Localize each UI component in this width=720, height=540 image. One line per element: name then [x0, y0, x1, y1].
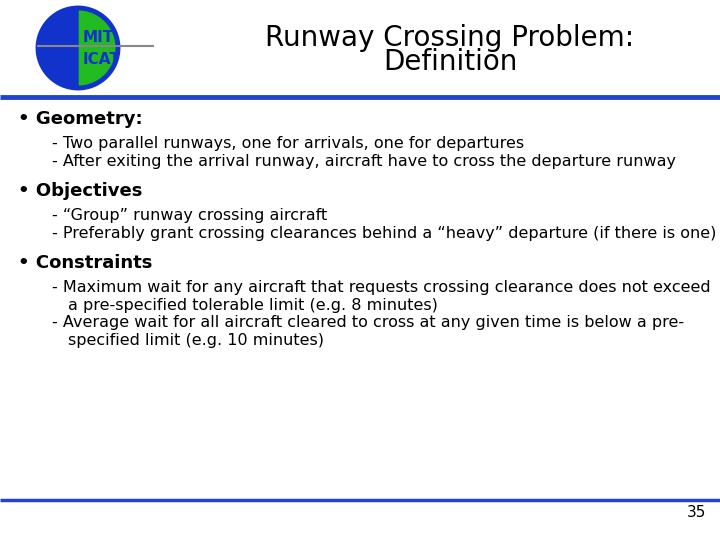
Text: Definition: Definition	[383, 48, 517, 76]
Text: - “Group” runway crossing aircraft: - “Group” runway crossing aircraft	[52, 208, 328, 223]
Text: • Constraints: • Constraints	[18, 254, 153, 272]
Text: a pre-specified tolerable limit (e.g. 8 minutes): a pre-specified tolerable limit (e.g. 8 …	[68, 298, 438, 313]
Text: 35: 35	[687, 505, 706, 520]
Text: - Maximum wait for any aircraft that requests crossing clearance does not exceed: - Maximum wait for any aircraft that req…	[52, 280, 711, 295]
Text: - Average wait for all aircraft cleared to cross at any given time is below a pr: - Average wait for all aircraft cleared …	[52, 315, 684, 330]
Text: - Preferably grant crossing clearances behind a “heavy” departure (if there is o: - Preferably grant crossing clearances b…	[52, 226, 716, 241]
Text: MIT: MIT	[83, 30, 114, 45]
Wedge shape	[38, 8, 78, 88]
Text: - After exiting the arrival runway, aircraft have to cross the departure runway: - After exiting the arrival runway, airc…	[52, 154, 676, 169]
Text: • Geometry:: • Geometry:	[18, 110, 143, 128]
Circle shape	[38, 8, 118, 88]
Text: - Two parallel runways, one for arrivals, one for departures: - Two parallel runways, one for arrivals…	[52, 136, 524, 151]
Text: Runway Crossing Problem:: Runway Crossing Problem:	[266, 24, 634, 52]
Text: • Objectives: • Objectives	[18, 182, 143, 200]
Text: specified limit (e.g. 10 minutes): specified limit (e.g. 10 minutes)	[68, 333, 324, 348]
Text: ICAT: ICAT	[83, 52, 121, 68]
